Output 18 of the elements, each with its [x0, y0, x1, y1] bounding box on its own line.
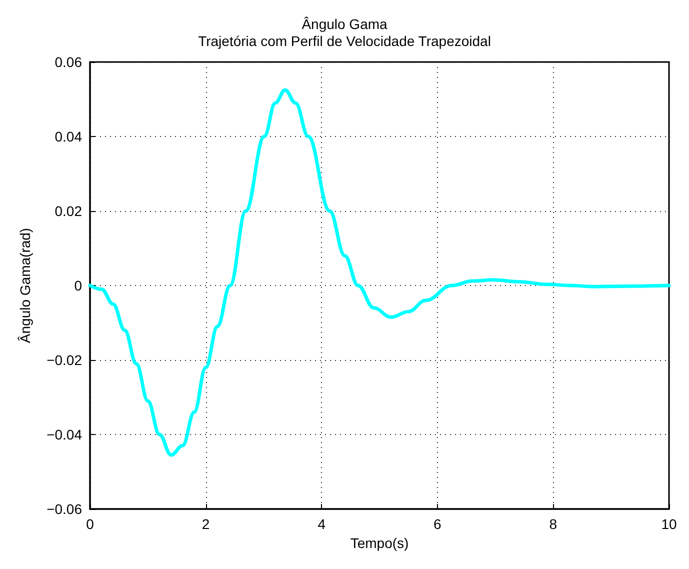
x-axis-title: Tempo(s): [350, 534, 409, 551]
y-axis-title: Ângulo Gama(rad): [17, 228, 33, 344]
y-tick-label: −0.04: [46, 426, 82, 442]
x-tick-label: 8: [549, 516, 558, 532]
y-tick-label: −0.02: [46, 352, 82, 368]
y-tick-label: 0: [74, 278, 82, 294]
line-series: [88, 88, 671, 457]
chart-subtitle: Trajetória com Perfil de Velocidade Trapezoidal: [198, 33, 491, 49]
chart-title: Ângulo Gama: [302, 16, 388, 32]
y-tick-label: 0.06: [54, 54, 82, 70]
x-tick-label: 0: [86, 516, 94, 532]
y-tick-label: 0.02: [54, 203, 82, 219]
y-tick-label: −0.06: [46, 501, 82, 517]
x-tick-label: 6: [434, 516, 442, 532]
x-tick-label: 10: [661, 516, 677, 532]
x-tick-label: 2: [202, 516, 210, 532]
x-tick-label: 4: [318, 516, 326, 532]
y-tick-label: 0.04: [54, 128, 82, 144]
